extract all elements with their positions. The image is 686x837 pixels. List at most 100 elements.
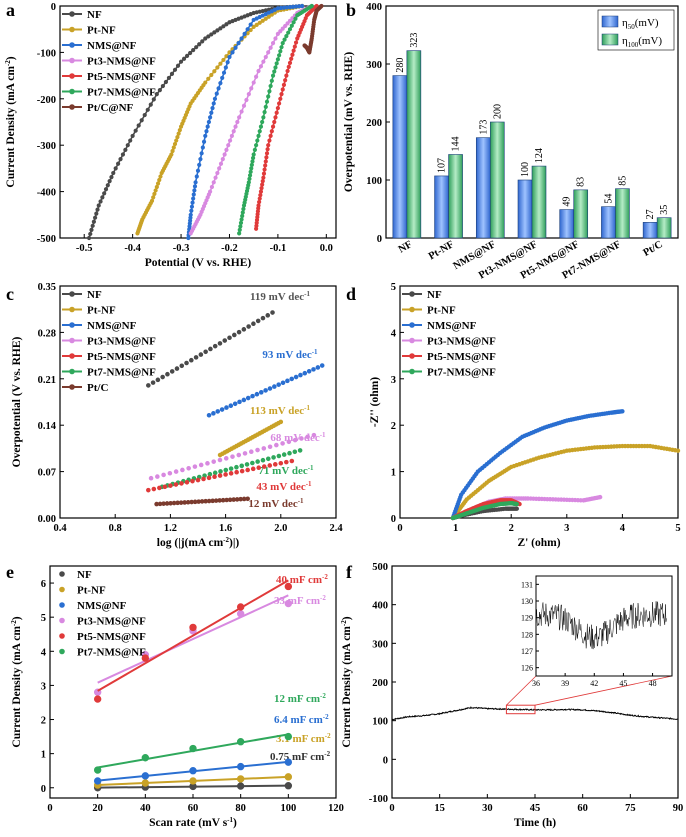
data-point xyxy=(210,105,215,111)
data-point xyxy=(285,68,290,74)
bar xyxy=(531,165,547,239)
data-point xyxy=(262,110,267,115)
bar xyxy=(656,217,672,239)
data-point xyxy=(260,18,265,23)
data-point xyxy=(273,65,278,70)
bar xyxy=(573,189,589,239)
data-point xyxy=(172,141,178,147)
y-tick-label: 0 xyxy=(391,514,396,525)
legend-label: NMS@NF xyxy=(77,600,127,612)
bar xyxy=(601,206,616,239)
data-point xyxy=(252,147,257,152)
data-point xyxy=(267,138,272,143)
data-point xyxy=(236,782,245,790)
slope-annotation: 93 mV dec-1 xyxy=(262,348,318,361)
data-point xyxy=(188,231,193,236)
data-point xyxy=(206,412,212,418)
y-tick-label: 100 xyxy=(372,717,388,728)
legend-marker xyxy=(409,337,415,344)
data-point xyxy=(111,170,116,176)
inset-y-tick-label: 126 xyxy=(521,664,533,673)
bar-value-label: 107 xyxy=(437,158,448,173)
data-point xyxy=(95,207,100,212)
capacitance-annotation: 0.75 mF cm-2 xyxy=(270,750,331,763)
data-point xyxy=(298,372,303,378)
plot-frame xyxy=(399,285,679,519)
data-point xyxy=(237,399,242,405)
data-point xyxy=(235,119,240,125)
data-point xyxy=(271,455,276,460)
data-point xyxy=(251,24,256,29)
panel-label: f xyxy=(346,562,353,582)
slope-annotation: 68 mV dec-1 xyxy=(270,431,326,444)
data-point xyxy=(162,484,168,490)
data-point xyxy=(254,226,259,231)
data-point xyxy=(213,175,218,180)
data-point xyxy=(302,370,308,376)
legend-marker xyxy=(69,322,75,328)
bar-value-label: 280 xyxy=(395,58,406,73)
inset-x-tick-label: 42 xyxy=(590,679,598,688)
data-point xyxy=(189,777,197,785)
data-point xyxy=(268,133,273,139)
y-tick-label: 200 xyxy=(372,678,388,689)
data-point xyxy=(250,393,255,399)
data-point xyxy=(212,343,218,349)
data-point xyxy=(193,180,198,185)
data-point xyxy=(250,155,256,161)
data-point xyxy=(230,454,235,459)
legend-label: NMS@NF xyxy=(427,320,477,332)
data-point xyxy=(261,175,266,180)
data-point xyxy=(246,92,251,97)
x-tick-label: -0.4 xyxy=(124,243,141,254)
data-point xyxy=(205,461,210,466)
data-point xyxy=(155,377,161,383)
inset-x-tick-label: 45 xyxy=(619,679,627,688)
data-point xyxy=(220,75,225,81)
data-point xyxy=(151,97,156,102)
data-point xyxy=(259,186,264,191)
legend-marker xyxy=(409,353,415,359)
legend-marker xyxy=(69,42,75,48)
data-point xyxy=(289,458,295,464)
data-point xyxy=(249,162,254,168)
data-point xyxy=(139,118,144,123)
x-tick-label: 0 xyxy=(47,803,52,814)
data-point xyxy=(263,388,268,393)
data-point xyxy=(89,227,94,232)
data-point xyxy=(284,732,293,741)
legend-label: η100(mV) xyxy=(622,35,662,49)
data-point xyxy=(248,169,253,174)
data-point xyxy=(195,168,201,173)
data-point xyxy=(151,486,157,492)
data-point xyxy=(284,782,293,790)
data-point xyxy=(218,81,223,86)
data-point xyxy=(265,313,271,318)
legend-label: Pt7-NMS@NF xyxy=(87,87,156,99)
y-tick-label: 0 xyxy=(41,784,46,795)
legend-marker xyxy=(59,571,65,577)
data-point xyxy=(251,321,256,327)
y-tick-label: 400 xyxy=(366,2,382,13)
data-point xyxy=(267,386,273,391)
bar-value-label: 54 xyxy=(603,194,614,204)
data-point xyxy=(109,175,114,180)
data-point xyxy=(206,119,211,125)
data-point xyxy=(157,177,162,183)
legend-marker xyxy=(69,73,75,79)
data-point xyxy=(209,184,215,190)
data-point xyxy=(154,184,159,190)
y-tick-label: 5 xyxy=(41,613,46,624)
data-point xyxy=(270,73,276,78)
data-point xyxy=(161,472,166,478)
data-point xyxy=(281,452,287,457)
data-point xyxy=(190,200,195,205)
data-point xyxy=(245,496,250,502)
legend-label: NMS@NF xyxy=(87,320,137,332)
data-point xyxy=(194,45,199,50)
data-point xyxy=(192,464,198,469)
inset-y-tick-label: 128 xyxy=(521,630,533,639)
y-tick-label: 4 xyxy=(41,647,47,658)
data-point xyxy=(245,395,251,401)
data-point xyxy=(270,310,275,315)
